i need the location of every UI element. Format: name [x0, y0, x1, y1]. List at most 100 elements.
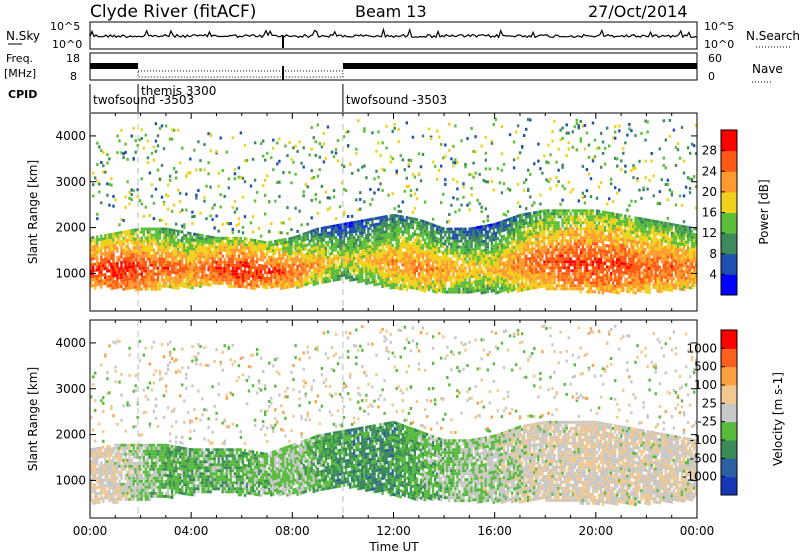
data-cell: [381, 272, 384, 276]
data-cell: [207, 244, 210, 248]
data-cell: [490, 277, 493, 281]
data-cell: [365, 176, 368, 180]
data-cell: [342, 228, 346, 232]
data-cell: [397, 253, 400, 257]
data-cell: [543, 284, 546, 288]
data-cell: [292, 284, 295, 288]
data-cell: [201, 267, 204, 271]
data-cell: [209, 238, 212, 242]
data-cell: [369, 272, 372, 276]
data-cell: [223, 275, 226, 279]
data-cell: [514, 242, 518, 246]
data-cell: [187, 258, 190, 262]
data-cell: [274, 284, 277, 288]
data-cell: [496, 278, 500, 282]
data-cell: [527, 233, 530, 237]
data-cell: [547, 278, 550, 282]
data-cell: [539, 243, 542, 247]
data-cell: [434, 236, 437, 240]
data-cell: [255, 239, 259, 243]
data-cell: [397, 220, 400, 224]
data-cell: [304, 268, 307, 271]
data-cell: [367, 260, 370, 264]
data-cell: [235, 239, 239, 243]
data-cell: [436, 129, 439, 133]
data-cell: [264, 241, 267, 244]
nsearch-label: N.Search: [746, 29, 800, 43]
nsky-line: [89, 27, 698, 39]
data-cell: [227, 278, 230, 282]
data-cell: [207, 238, 210, 242]
data-cell: [156, 245, 160, 249]
data-cell: [559, 209, 562, 213]
data-cell: [436, 252, 439, 255]
data-cell: [490, 259, 493, 263]
data-cell: [529, 195, 532, 199]
data-cell: [407, 273, 411, 277]
data-cell: [112, 271, 115, 275]
data-cell: [229, 281, 232, 285]
data-cell: [361, 243, 364, 247]
data-cell: [353, 221, 356, 224]
data-cell: [247, 247, 251, 250]
data-cell: [393, 250, 396, 253]
data-cell: [383, 275, 386, 279]
data-cell: [490, 286, 493, 290]
data-cell: [484, 151, 487, 155]
data-cell: [470, 275, 473, 279]
data-cell: [207, 253, 210, 257]
data-cell: [185, 240, 188, 244]
data-cell: [391, 262, 394, 265]
data-cell: [535, 234, 538, 238]
data-cell: [369, 260, 372, 264]
data-cell: [529, 230, 532, 233]
data-cell: [324, 244, 328, 248]
data-cell: [440, 226, 443, 230]
data-cell: [468, 248, 471, 252]
data-cell: [476, 238, 479, 242]
data-cell: [539, 216, 542, 220]
data-cell: [322, 259, 326, 263]
data-cell: [401, 200, 404, 204]
data-cell: [492, 229, 495, 233]
data-cell: [266, 277, 269, 281]
data-cell: [336, 256, 340, 260]
data-cell: [450, 227, 453, 231]
data-cell: [431, 286, 435, 290]
data-cell: [466, 245, 469, 249]
data-cell: [195, 278, 198, 282]
data-cell: [415, 218, 419, 222]
data-cell: [138, 251, 141, 255]
data-cell: [462, 287, 465, 291]
data-cell: [150, 260, 154, 264]
data-cell: [468, 272, 471, 276]
data-cell: [292, 266, 295, 270]
data-cell: [551, 139, 554, 143]
data-cell: [255, 248, 259, 252]
data-cell: [452, 290, 455, 294]
data-cell: [498, 281, 502, 285]
data-cell: [179, 278, 182, 282]
data-cell: [260, 270, 263, 274]
data-cell: [330, 225, 334, 228]
data-cell: [152, 145, 156, 149]
data-cell: [294, 283, 297, 287]
data-cell: [393, 271, 396, 274]
data-cell: [484, 254, 487, 258]
data-cell: [434, 251, 437, 255]
data-cell: [264, 158, 267, 162]
data-cell: [492, 188, 495, 192]
data-cell: [504, 285, 508, 288]
data-cell: [231, 263, 234, 267]
data-cell: [185, 234, 188, 238]
data-cell: [523, 243, 526, 247]
data-cell: [213, 272, 216, 276]
data-cell: [150, 272, 154, 276]
data-cell: [541, 272, 544, 276]
data-cell: [510, 234, 514, 238]
data-cell: [415, 284, 419, 288]
data-cell: [397, 265, 400, 269]
data-cell: [474, 241, 477, 245]
data-cell: [136, 240, 139, 244]
data-cell: [512, 258, 516, 261]
